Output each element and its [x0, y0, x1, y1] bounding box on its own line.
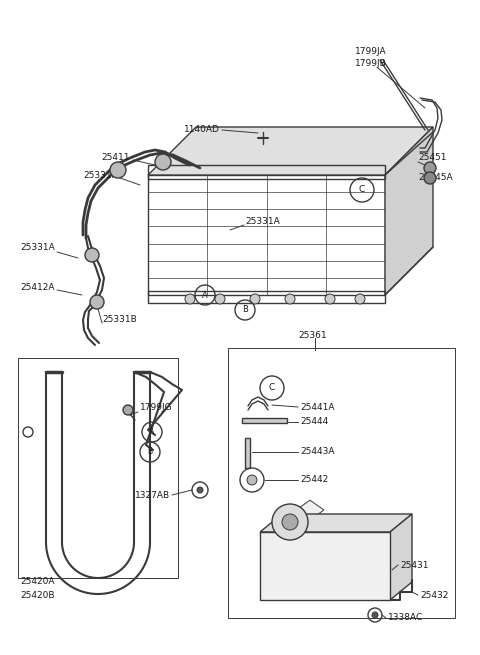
Circle shape [285, 294, 295, 304]
Text: A: A [202, 291, 208, 299]
Text: C: C [359, 185, 365, 195]
Circle shape [90, 295, 104, 309]
Bar [148, 291, 385, 303]
Bar [228, 348, 455, 618]
Circle shape [215, 294, 225, 304]
Text: A: A [149, 428, 155, 436]
Text: 25331B: 25331B [102, 316, 137, 324]
Text: 25411: 25411 [101, 153, 130, 162]
Circle shape [247, 475, 257, 485]
Circle shape [123, 405, 133, 415]
Text: 25444: 25444 [300, 417, 328, 426]
Text: 25331A: 25331A [83, 170, 118, 179]
Text: 25420A: 25420A [20, 578, 55, 586]
Text: 25361: 25361 [298, 331, 326, 339]
Bar [242, 418, 287, 423]
Circle shape [185, 294, 195, 304]
Circle shape [250, 294, 260, 304]
Text: 25412A: 25412A [21, 284, 55, 293]
Polygon shape [260, 514, 412, 532]
Circle shape [85, 248, 99, 262]
Text: 1799JA: 1799JA [355, 48, 386, 56]
Circle shape [355, 294, 365, 304]
Text: 25331A: 25331A [20, 244, 55, 252]
Polygon shape [296, 500, 324, 520]
Text: 25431: 25431 [400, 561, 429, 569]
Circle shape [424, 172, 436, 184]
Text: 25443A: 25443A [300, 447, 335, 457]
Text: B: B [147, 447, 153, 457]
Text: 1140AD: 1140AD [184, 126, 220, 134]
Circle shape [325, 294, 335, 304]
Bar [18, 358, 178, 578]
Circle shape [110, 162, 126, 178]
Polygon shape [148, 127, 433, 175]
Text: C: C [269, 383, 275, 392]
Text: 25420B: 25420B [20, 591, 55, 599]
Text: 25331A: 25331A [245, 217, 280, 227]
Text: 1799JG: 1799JG [140, 403, 173, 413]
Bar [260, 532, 390, 600]
Text: 25441A: 25441A [300, 403, 335, 411]
Circle shape [272, 504, 308, 540]
Polygon shape [385, 127, 433, 295]
Polygon shape [390, 514, 412, 600]
Text: 25345A: 25345A [418, 174, 453, 183]
Circle shape [282, 514, 298, 530]
Text: 25432: 25432 [420, 591, 448, 599]
Bar [148, 165, 385, 179]
Circle shape [155, 154, 171, 170]
Text: 1799JB: 1799JB [355, 60, 387, 69]
Text: B: B [242, 305, 248, 314]
Circle shape [424, 162, 436, 174]
Bar [245, 438, 250, 468]
Bar [148, 175, 385, 295]
Circle shape [197, 487, 203, 493]
Text: 25451: 25451 [418, 153, 446, 162]
Text: 1327AB: 1327AB [135, 491, 170, 500]
Text: 25442: 25442 [300, 476, 328, 485]
Circle shape [372, 612, 378, 618]
Text: 1338AC: 1338AC [388, 614, 423, 622]
